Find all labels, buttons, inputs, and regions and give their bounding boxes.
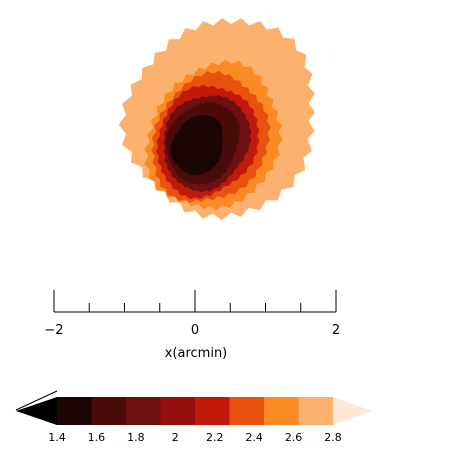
colorbar-under-extension — [16, 397, 57, 425]
x-tick-label: −2 — [44, 323, 63, 338]
colorbar-tick-label: 2.2 — [206, 431, 224, 444]
colorbar-tick-label: 1.6 — [88, 431, 106, 444]
colorbar-tick-label: 1.8 — [127, 431, 145, 444]
x-axis-label: x(arcmin) — [165, 346, 228, 361]
colorbar-segment — [229, 397, 265, 425]
contour-map — [118, 18, 316, 221]
colorbar-segment — [298, 397, 334, 425]
colorbar-segment — [126, 397, 161, 425]
colorbar-tick-label: 1.4 — [48, 431, 66, 444]
colorbar-segment — [264, 397, 299, 425]
colorbar: 1.4 1.6 1.8 2 2.2 2.4 2.6 2.8 — [15, 390, 372, 444]
colorbar-tick-label: 2.6 — [285, 431, 303, 444]
x-tick-label: 0 — [191, 323, 199, 338]
colorbar-segment — [91, 397, 127, 425]
x-axis: −2 0 2 — [44, 290, 340, 338]
colorbar-segment — [57, 397, 92, 425]
contour-level-1-4 — [170, 114, 224, 176]
colorbar-tick-label: 2.8 — [324, 431, 342, 444]
x-tick-label: 2 — [332, 323, 340, 338]
colorbar-segment — [160, 397, 196, 425]
colorbar-over-extension — [333, 397, 372, 425]
colorbar-tick-label: 2 — [172, 431, 179, 444]
colorbar-segment — [195, 397, 230, 425]
colorbar-edge-line — [15, 390, 58, 411]
colorbar-tick-label: 2.4 — [245, 431, 263, 444]
